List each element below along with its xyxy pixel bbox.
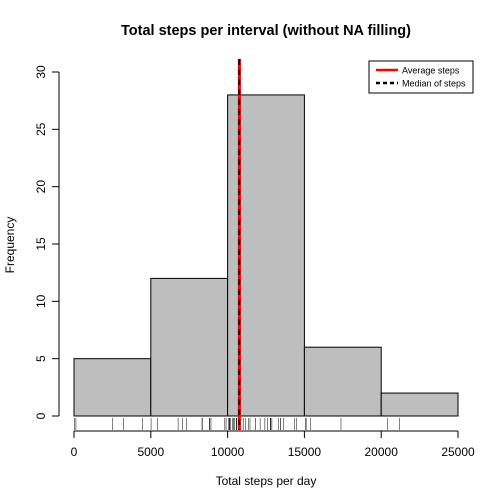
legend-label-average: Average steps	[402, 66, 460, 76]
x-tick-label-15000: 15000	[288, 445, 322, 459]
y-tick-label-10: 10	[34, 294, 48, 308]
y-tick-label-25: 25	[34, 122, 48, 136]
legend: Average steps Median of steps	[368, 60, 474, 94]
rug-layer	[74, 418, 400, 430]
y-axis-label: Frequency	[3, 217, 17, 274]
x-tick-label-10000: 10000	[211, 445, 245, 459]
y-tick-label-5: 5	[34, 355, 48, 362]
x-axis-label: Total steps per day	[216, 474, 317, 488]
chart-title: Total steps per interval (without NA fil…	[121, 23, 411, 39]
x-tick-label-5000: 5000	[137, 445, 164, 459]
legend-box	[368, 60, 474, 94]
histogram-bar-0	[73, 358, 152, 417]
y-tick-label-20: 20	[34, 180, 48, 194]
y-tick-label-15: 15	[34, 237, 48, 251]
bars-layer	[73, 94, 459, 417]
y-tick-label-30: 30	[34, 65, 48, 79]
y-tick-label-0: 0	[34, 412, 48, 419]
x-tick-label-25000: 25000	[441, 445, 475, 459]
histogram-bar-3	[303, 346, 382, 417]
histogram-bar-1	[150, 277, 229, 417]
legend-label-median: Median of steps	[402, 79, 466, 89]
x-tick-label-0: 0	[71, 445, 78, 459]
x-tick-label-20000: 20000	[365, 445, 399, 459]
y-axis: 0 5 10 15 20 25 30	[34, 65, 60, 419]
histogram-bar-4	[380, 392, 459, 417]
x-axis: 0 5000 10000 15000 20000 25000	[71, 430, 475, 459]
